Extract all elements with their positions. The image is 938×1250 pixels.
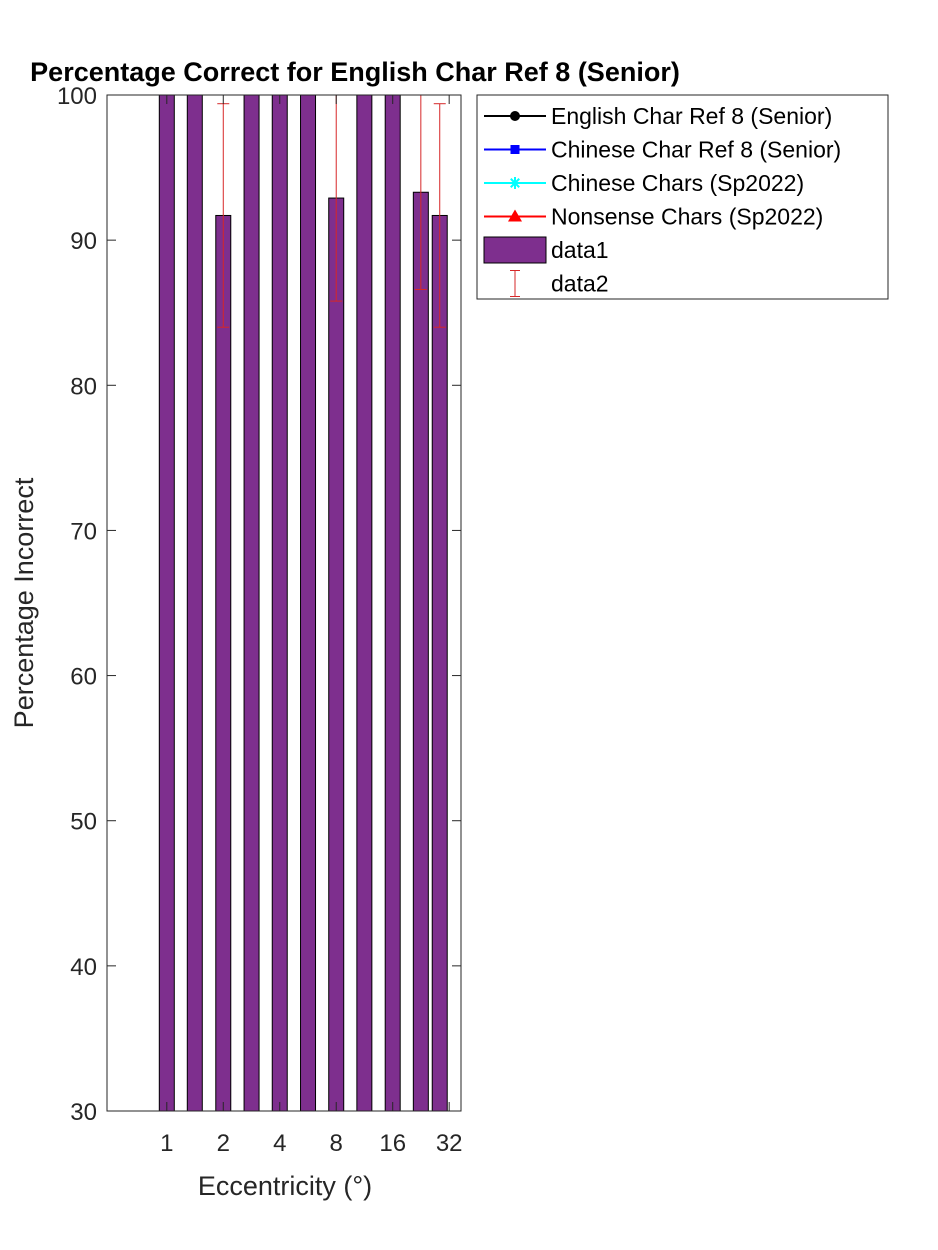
bar-10 [431,214,448,1112]
y-tick-label: 40 [70,954,97,981]
legend-item-data1: data1 [483,236,609,264]
asterisk-marker-icon [509,177,521,189]
errorbar-icon [510,270,520,297]
x-tick-label: 16 [379,1130,406,1157]
chart-title: Percentage Correct for English Char Ref … [30,57,680,87]
legend-label: English Char Ref 8 (Senior) [551,103,832,129]
y-axis-ticks: 30 40 50 60 70 80 90 100 [57,83,461,1126]
y-tick-label: 30 [70,1099,97,1126]
x-tick-label: 1 [160,1130,173,1157]
y-tick-label: 100 [57,83,97,110]
legend-item-chinese-char-ref-8-senior: Chinese Char Ref 8 (Senior) [484,137,841,163]
legend-label: Chinese Chars (Sp2022) [551,170,804,196]
y-tick-label: 70 [70,518,97,545]
legend-bar-swatch [483,236,547,264]
bar-0 [158,94,175,1112]
x-tick-label: 2 [217,1130,230,1157]
bar-5 [300,94,317,1112]
bar-3 [243,94,260,1112]
x-tick-label: 32 [436,1130,463,1157]
triangle-marker-icon [508,209,522,222]
bars-group [158,94,448,1112]
legend-item-nonsense-chars-sp2022: Nonsense Chars (Sp2022) [484,204,823,230]
bar-9 [412,191,429,1112]
y-tick-label: 80 [70,373,97,400]
legend: English Char Ref 8 (Senior) Chinese Char … [476,94,889,300]
legend-label: Chinese Char Ref 8 (Senior) [551,137,841,163]
legend-label: data1 [551,237,609,263]
bar-8 [384,94,401,1112]
legend-item-chinese-chars-sp2022: Chinese Chars (Sp2022) [484,170,804,196]
legend-label: Nonsense Chars (Sp2022) [551,204,823,230]
bar-4 [271,94,288,1112]
bar-6 [328,197,345,1112]
y-tick-label: 60 [70,664,97,691]
plot-area: 30 40 50 60 70 80 90 100 1 2 4 8 16 32 [57,83,463,1157]
square-marker-icon [510,145,520,154]
legend-items: English Char Ref 8 (Senior) Chinese Char … [483,103,841,297]
bar-1 [186,94,203,1112]
y-axis-label: Percentage Incorrect [9,477,39,728]
legend-label: data2 [551,271,609,297]
legend-box [476,94,889,300]
errorbars-group [217,94,446,328]
y-tick-label: 90 [70,228,97,255]
axes-box [106,94,462,1112]
x-axis-ticks: 1 2 4 8 16 32 [160,95,463,1157]
y-tick-label: 50 [70,809,97,836]
x-tick-label: 8 [330,1130,343,1157]
circle-marker-icon [510,111,520,121]
bar-2 [215,214,232,1112]
bar-7 [356,94,373,1112]
legend-item-data2: data2 [510,270,609,297]
legend-item-english-char-ref-8-senior: English Char Ref 8 (Senior) [484,103,832,129]
x-axis-label: Eccentricity (°) [198,1171,372,1201]
x-tick-label: 4 [273,1130,286,1157]
errorbar-10 [433,103,446,328]
